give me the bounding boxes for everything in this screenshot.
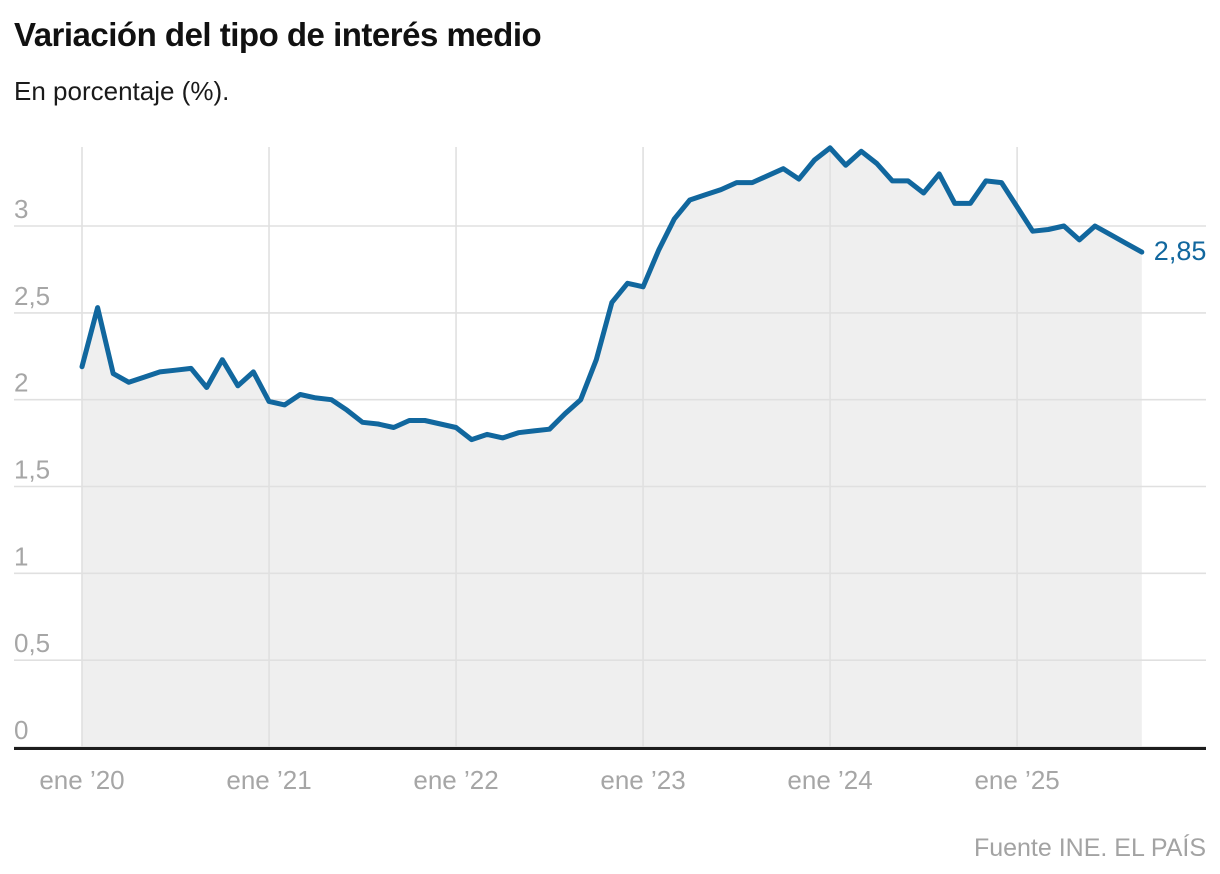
y-tick-label: 2 [14,368,28,398]
y-tick-label: 0 [14,715,28,745]
x-tick-label: ene ’25 [974,765,1059,795]
chart-subtitle: En porcentaje (%). [14,76,230,106]
x-tick-label: ene ’24 [787,765,872,795]
y-tick-label: 3 [14,194,28,224]
x-tick-label: ene ’22 [413,765,498,795]
source-credit: Fuente INE. EL PAÍS [973,834,1206,862]
y-tick-label: 2,5 [14,281,50,311]
y-tick-label: 1,5 [14,455,50,485]
series-line [79,145,1145,443]
y-tick-label: 0,5 [14,628,50,658]
y-tick-label: 1 [14,541,28,571]
x-tick-label: ene ’21 [226,765,311,795]
chart-title: Variación del tipo de interés medio [14,16,542,53]
last-value-label: 2,85 [1154,236,1207,266]
x-tick-label: ene ’20 [39,765,124,795]
x-tick-label: ene ’23 [600,765,685,795]
area-fill [82,147,1142,747]
